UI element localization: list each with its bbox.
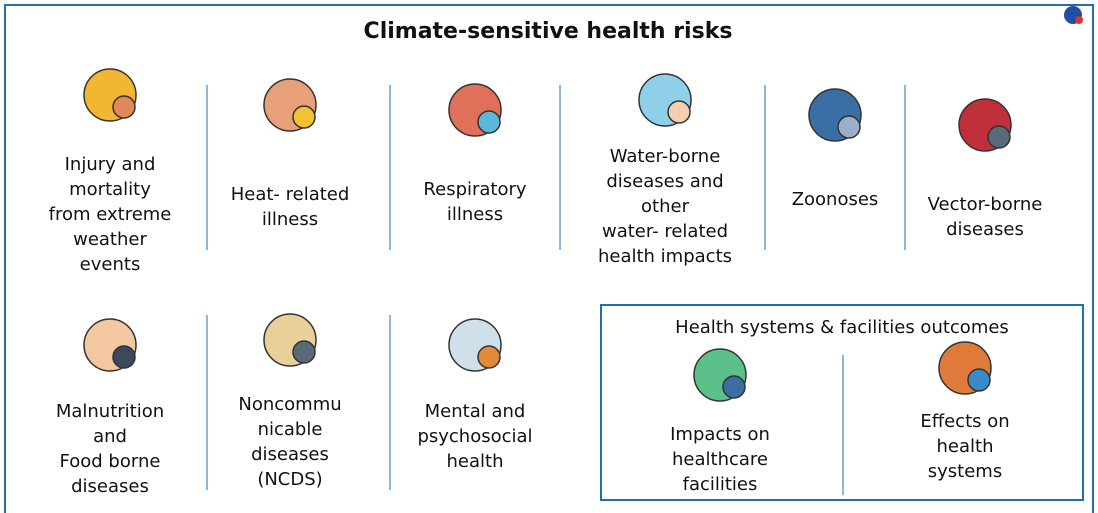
icon-detail [723, 376, 745, 398]
item-label: Effects on [920, 411, 1009, 432]
item-label: mortality [69, 179, 151, 200]
item-label: Water-borne [610, 146, 721, 167]
icon-detail [988, 126, 1010, 148]
item-label: and [93, 426, 127, 447]
item-label: facilities [683, 474, 758, 495]
item-label: diseases [71, 476, 149, 497]
item-label: Noncommu [238, 394, 341, 415]
item-label: Impacts on [670, 424, 770, 445]
item-label: healthcare [672, 449, 768, 470]
item-label: diseases and [606, 171, 723, 192]
item-label: nicable [258, 419, 323, 440]
icon-detail [838, 116, 860, 138]
infographic: Climate-sensitive health risks Health sy… [0, 0, 1098, 513]
icon-detail [293, 106, 315, 128]
item-label: Mental and [425, 401, 526, 422]
item-label: psychosocial [417, 426, 532, 447]
icon-detail [478, 111, 500, 133]
health-systems-title: Health systems & facilities outcomes [675, 317, 1009, 338]
item-label: diseases [946, 219, 1024, 240]
item-label: Food borne [60, 451, 161, 472]
item-label: from extreme [49, 204, 172, 225]
item-label: Zoonoses [792, 189, 879, 210]
logo [1064, 6, 1083, 24]
icon-detail [293, 341, 315, 363]
item-label: Heat- related [231, 184, 350, 205]
item-label: events [80, 254, 141, 275]
item-label: other [641, 196, 690, 217]
item-label: health impacts [598, 246, 732, 267]
item-label: systems [928, 461, 1002, 482]
item-label: illness [262, 209, 318, 230]
item-label: health [447, 451, 504, 472]
item-label: diseases [251, 444, 329, 465]
item-label: Injury and [65, 154, 156, 175]
item-label: Respiratory [423, 179, 526, 200]
item-label: Vector-borne [928, 194, 1043, 215]
item-label: weather [73, 229, 147, 250]
icon-detail [968, 369, 990, 391]
icon-detail [478, 346, 500, 368]
item-label: illness [447, 204, 503, 225]
icon-detail [113, 96, 135, 118]
item-label: health [937, 436, 994, 457]
item-label: Malnutrition [56, 401, 164, 422]
icon-detail [113, 346, 135, 368]
icon-detail [668, 101, 690, 123]
title: Climate-sensitive health risks [364, 19, 733, 44]
item-label: water- related [602, 221, 728, 242]
frame [5, 5, 1093, 513]
item-label: (NCDS) [257, 469, 322, 490]
